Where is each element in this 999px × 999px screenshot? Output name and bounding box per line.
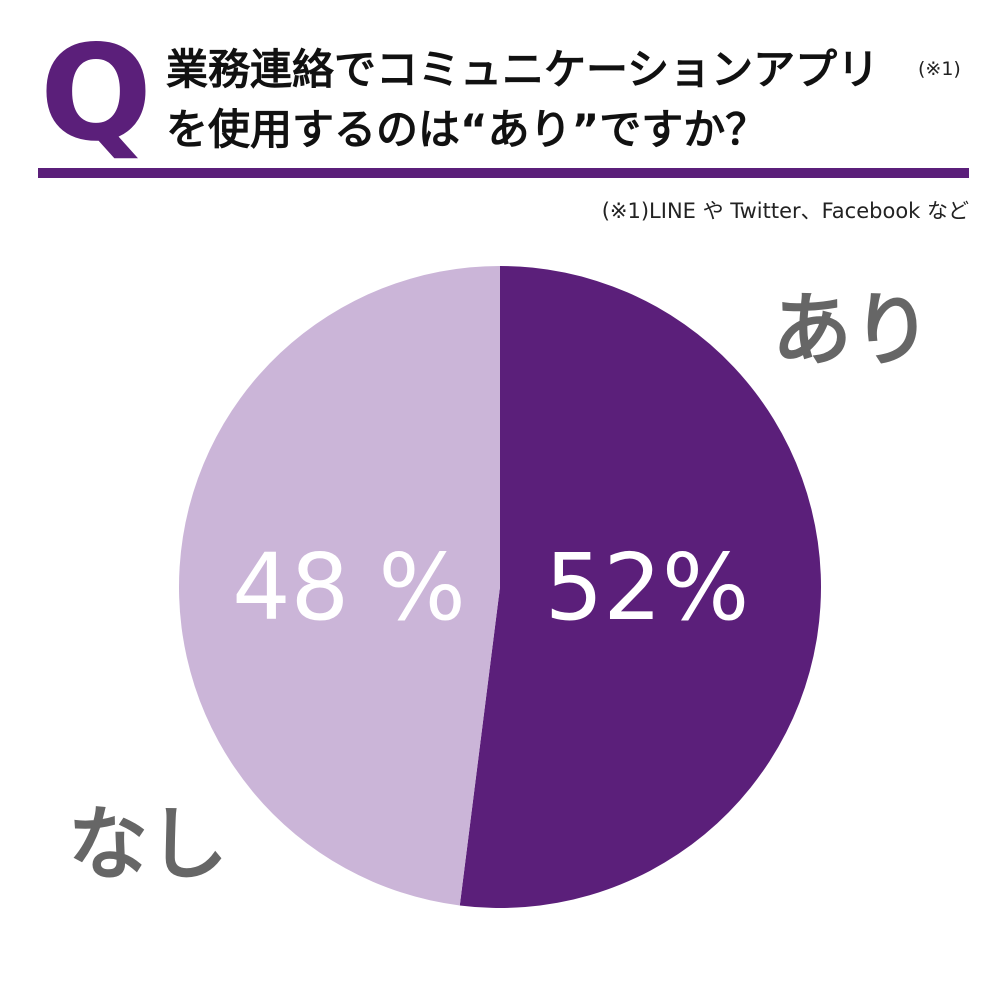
percent-label-yes: 52% [545, 534, 749, 641]
q-mark-icon: Q [39, 17, 153, 171]
header-divider [38, 168, 969, 178]
category-label-no: なし [68, 798, 228, 891]
category-label-yes: あり [772, 284, 932, 377]
percent-label-no: 48 % [232, 534, 466, 641]
question-note-marker: (※1) [918, 58, 961, 80]
question-line-2: を使用するのは“あり”ですか？ [166, 105, 768, 154]
pie-slice-no [179, 266, 500, 906]
footnote: (※1)LINE や Twitter、Facebook など [601, 199, 969, 223]
question-line-1: 業務連絡でコミュニケーションアプリ [166, 45, 880, 94]
pie-slice-yes [459, 266, 822, 909]
